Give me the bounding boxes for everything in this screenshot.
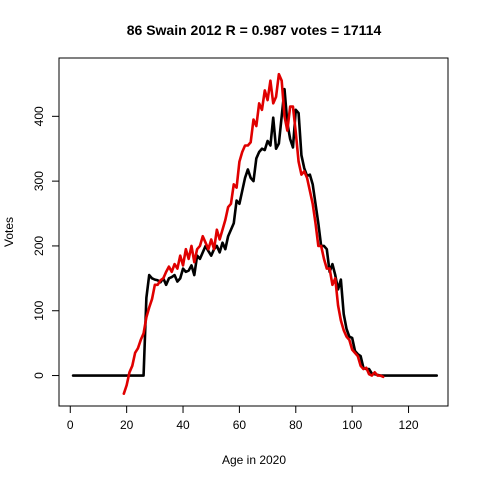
red-series-line: [122, 72, 385, 395]
y-tick-label: 200: [32, 236, 46, 256]
x-tick-label: 40: [176, 418, 190, 432]
y-tick-label: 0: [32, 372, 46, 379]
x-tick-label: 120: [399, 418, 419, 432]
x-tick-label: 20: [120, 418, 134, 432]
y-tick-label: 400: [32, 106, 46, 126]
y-axis-label: Votes: [2, 217, 16, 247]
y-axis: 0 100 200 300 400: [32, 106, 60, 379]
chart-title: 86 Swain 2012 R = 0.987 votes = 17114: [127, 22, 382, 38]
plot-frame: [58, 57, 449, 407]
x-tick-label: 60: [233, 418, 247, 432]
x-axis-label: Age in 2020: [222, 453, 286, 467]
x-tick-label: 0: [67, 418, 74, 432]
series-layer: [71, 72, 439, 395]
x-tick-label: 80: [289, 418, 303, 432]
black-series-line: [71, 87, 439, 377]
x-axis: 0 20 40 60 80 100 120: [67, 405, 419, 432]
x-tick-label: 100: [342, 418, 362, 432]
y-tick-label: 300: [32, 171, 46, 191]
y-tick-label: 100: [32, 300, 46, 320]
